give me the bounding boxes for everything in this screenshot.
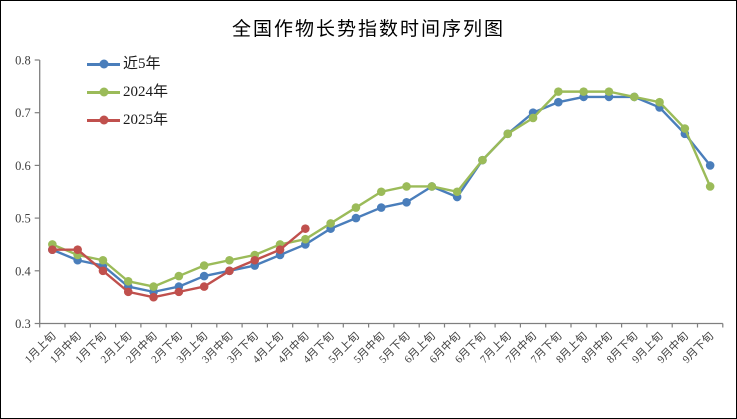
data-point — [427, 182, 437, 191]
data-point — [149, 282, 158, 291]
data-point — [250, 255, 260, 265]
data-point — [554, 97, 563, 107]
y-axis-label: 0.5 — [15, 212, 31, 226]
legend-item-recent5y: 近5年 — [87, 56, 168, 72]
data-point — [301, 224, 310, 233]
data-point — [554, 87, 563, 96]
y-axis-label: 0.6 — [15, 159, 31, 173]
data-point — [73, 245, 82, 255]
data-point — [705, 161, 715, 170]
data-point — [402, 182, 411, 191]
data-point — [275, 245, 285, 255]
series-2024年 — [48, 87, 715, 291]
data-point — [629, 92, 639, 102]
data-point — [326, 219, 335, 228]
data-point — [199, 271, 209, 281]
data-point — [123, 277, 133, 286]
data-point — [174, 271, 184, 281]
data-point — [225, 266, 234, 276]
data-point — [225, 255, 234, 265]
data-point — [604, 87, 614, 96]
data-point — [48, 245, 57, 255]
data-point — [351, 213, 361, 223]
y-axis-label: 0.7 — [15, 106, 31, 120]
data-point — [402, 197, 411, 207]
y-axis-label: 0.8 — [15, 54, 31, 68]
data-point — [174, 287, 184, 297]
legend-label: 2025年 — [123, 112, 169, 128]
data-point — [376, 187, 386, 197]
data-point — [376, 203, 386, 212]
data-point — [579, 87, 588, 96]
data-point — [123, 287, 133, 297]
data-point — [705, 182, 715, 191]
data-point — [655, 97, 664, 107]
chart-title: 全国作物长势指数时间序列图 — [231, 19, 505, 40]
legend-line-marker-icon — [87, 87, 120, 97]
data-point — [351, 203, 361, 212]
legend-item-2024: 2024年 — [87, 84, 168, 100]
data-point — [528, 113, 538, 123]
legend-line-marker-icon — [87, 59, 120, 69]
data-point — [680, 124, 690, 133]
legend: 近5年 2024年 2025年 — [87, 56, 168, 128]
data-point — [452, 187, 462, 197]
data-point — [98, 266, 108, 276]
legend-item-2025: 2025年 — [87, 112, 168, 128]
data-point — [199, 261, 209, 270]
data-point — [503, 129, 513, 139]
data-point — [301, 234, 310, 244]
legend-label: 近5年 — [123, 56, 161, 72]
y-axis-label: 0.4 — [15, 264, 31, 278]
data-point — [98, 255, 108, 265]
legend-label: 2024年 — [123, 84, 169, 100]
y-axis-label: 0.3 — [15, 317, 31, 331]
data-point — [199, 282, 209, 291]
data-point — [149, 292, 158, 302]
series-2025年 — [48, 224, 310, 302]
legend-line-marker-icon — [87, 115, 120, 125]
data-point — [478, 155, 487, 165]
